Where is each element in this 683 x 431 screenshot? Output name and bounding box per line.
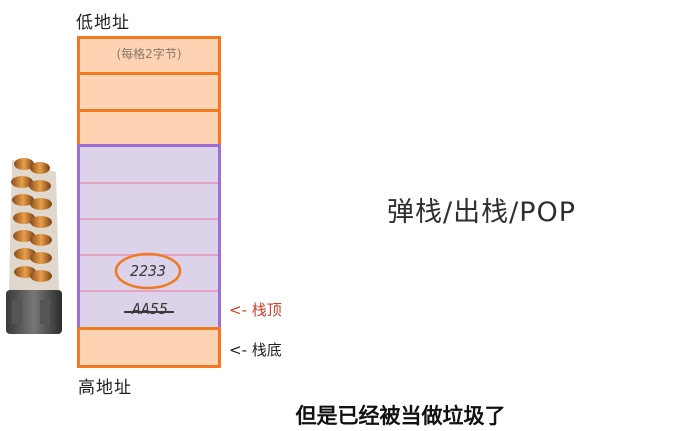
subtitle-text: 但是已经被当做垃圾了 — [295, 404, 506, 428]
popped-value: 2233 — [129, 262, 167, 280]
stack-bottom-pointer: <- 栈底 — [229, 341, 282, 359]
low-address-label: 低地址 — [76, 13, 130, 33]
ammo-magazine-icon — [0, 150, 70, 350]
popped-value-circle — [112, 249, 184, 291]
high-address-label: 高地址 — [78, 378, 132, 398]
stack-row-divider — [80, 109, 218, 112]
stack-row-divider — [77, 327, 221, 330]
operation-title: 弹栈/出栈/POP — [387, 197, 577, 228]
stack-row-divider — [80, 72, 218, 75]
cell-size-note: (每格2字节) — [116, 47, 182, 61]
video-subtitle: 但是已经被当做垃圾了 — [0, 400, 683, 430]
stack-top-value: AA55 — [131, 300, 169, 318]
stack-row-divider — [80, 290, 218, 292]
stack-row-divider — [80, 218, 218, 220]
stack-row-divider — [80, 182, 218, 184]
stack-top-pointer: <- 栈顶 — [229, 301, 282, 319]
popped-region — [77, 144, 221, 330]
value-strikethrough — [124, 311, 174, 313]
